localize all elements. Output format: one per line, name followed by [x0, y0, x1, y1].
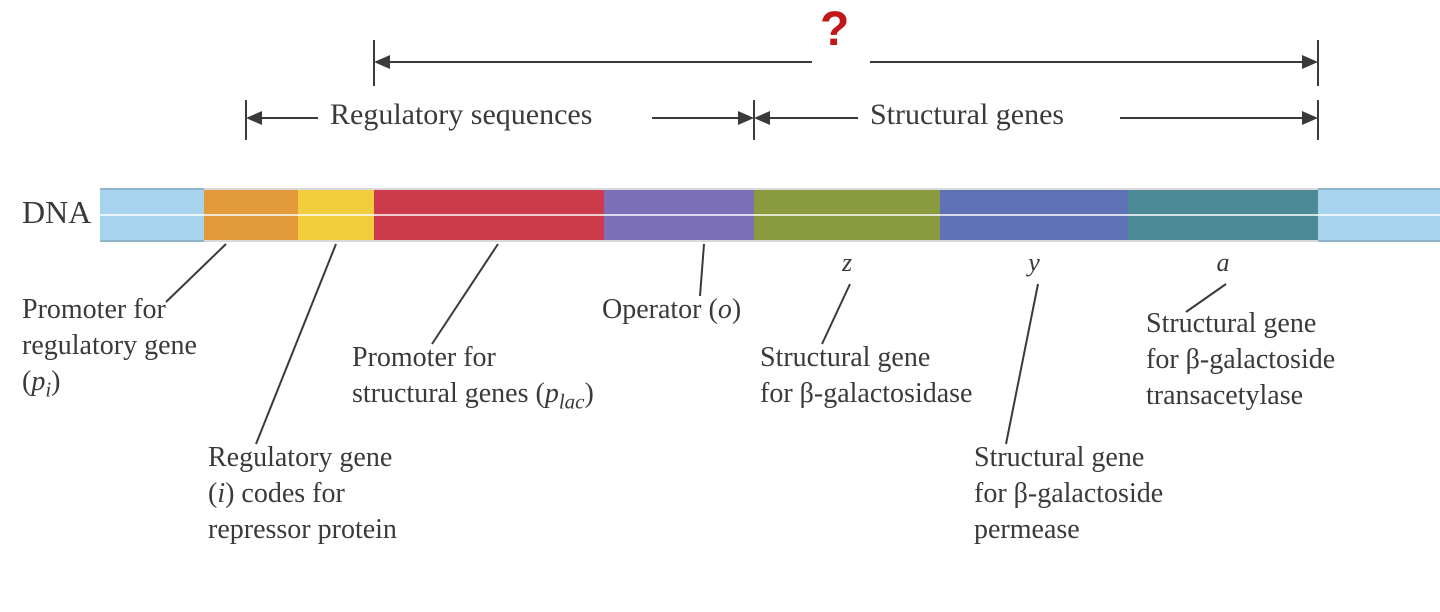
annotation-a-line2: for β-galactoside [1146, 344, 1335, 375]
gene-letter-a: a [1213, 248, 1233, 278]
annotation-a: Structural gene for β-galactoside transa… [1146, 306, 1335, 413]
annotation-pi-line1: Promoter for [22, 294, 166, 325]
struct-arrow-left-head [754, 111, 770, 125]
annotation-z-line2: for β-galactosidase [760, 378, 973, 409]
annotation-o: Operator (o) [602, 292, 741, 328]
dna-segments [204, 188, 1318, 242]
operon-arrow-left-head [374, 55, 390, 69]
struct-arrow-right-head [1302, 111, 1318, 125]
annotation-i-line1: Regulatory gene [208, 442, 392, 473]
annotation-pi-line2: regulatory gene [22, 330, 197, 361]
annotation-a-line1: Structural gene [1146, 308, 1316, 339]
annotation-i: Regulatory gene (i) codes for repressor … [208, 440, 397, 547]
annotation-plac-line1: Promoter for [352, 342, 496, 373]
operon-arrow-right-head [1302, 55, 1318, 69]
gene-letter-y: y [1024, 248, 1044, 278]
annotation-z-line1: Structural gene [760, 342, 930, 373]
annotation-y-line3: permease [974, 514, 1080, 545]
leader-z [822, 284, 850, 344]
annotation-y: Structural gene for β-galactoside permea… [974, 440, 1163, 547]
leader-o [700, 244, 704, 296]
annotation-y-line1: Structural gene [974, 442, 1144, 473]
annotation-a-line3: transacetylase [1146, 380, 1303, 411]
dna-axis-label: DNA [22, 194, 91, 231]
annotation-z: Structural gene for β-galactosidase [760, 340, 973, 412]
dna-plain-left [100, 188, 204, 242]
reg-arrow-left-head [246, 111, 262, 125]
gene-letter-z: z [837, 248, 857, 278]
label-structural-genes: Structural genes [870, 98, 1064, 132]
diagram-stage: DNA z y a ? Regulatory sequences Structu… [0, 0, 1440, 612]
question-mark: ? [820, 2, 849, 57]
reg-arrow-right-head [738, 111, 754, 125]
leader-i [256, 244, 336, 444]
leader-plac [432, 244, 498, 344]
leader-y [1006, 284, 1038, 444]
annotation-pi: Promoter for regulatory gene (pi) [22, 292, 197, 403]
annotation-plac: Promoter for structural genes (plac) [352, 340, 594, 415]
label-regulatory-sequences: Regulatory sequences [330, 98, 592, 132]
dna-plain-right [1318, 188, 1440, 242]
annotation-y-line2: for β-galactoside [974, 478, 1163, 509]
